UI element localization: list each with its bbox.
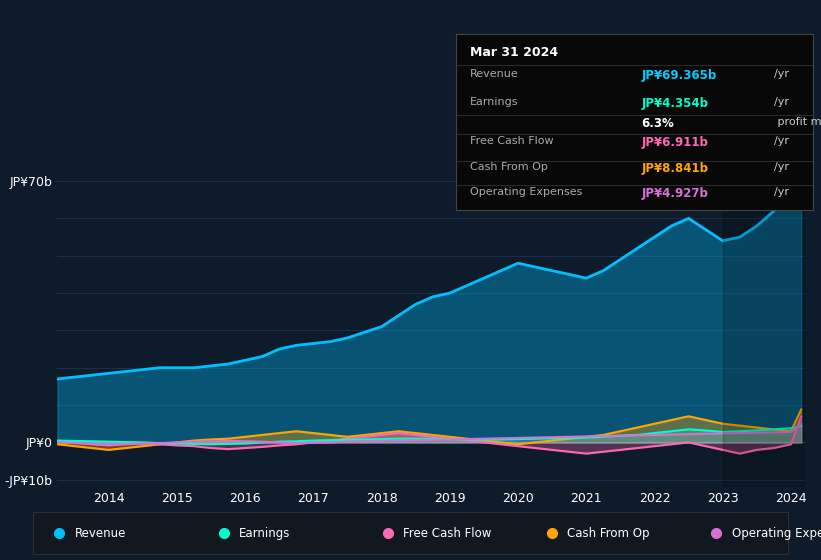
Text: JP¥4.354b: JP¥4.354b	[641, 97, 709, 110]
Text: JP¥4.927b: JP¥4.927b	[641, 187, 709, 200]
Text: Earnings: Earnings	[470, 97, 518, 107]
Text: Mar 31 2024: Mar 31 2024	[470, 46, 558, 59]
Text: /yr: /yr	[773, 162, 788, 172]
Text: /yr: /yr	[773, 136, 788, 146]
Text: /yr: /yr	[773, 187, 788, 197]
Text: Operating Expenses: Operating Expenses	[470, 187, 582, 197]
Text: JP¥6.911b: JP¥6.911b	[641, 136, 709, 149]
Text: Operating Expenses: Operating Expenses	[732, 527, 821, 540]
Text: Earnings: Earnings	[239, 527, 290, 540]
Bar	[722, 162, 805, 487]
Text: Cash From Op: Cash From Op	[567, 527, 649, 540]
Text: Revenue: Revenue	[75, 527, 126, 540]
Text: Free Cash Flow: Free Cash Flow	[403, 527, 491, 540]
Text: 6.3%: 6.3%	[641, 116, 674, 129]
Text: Cash From Op: Cash From Op	[470, 162, 548, 172]
Text: Free Cash Flow: Free Cash Flow	[470, 136, 553, 146]
Text: Revenue: Revenue	[470, 69, 519, 79]
Text: /yr: /yr	[773, 97, 788, 107]
Text: JP¥8.841b: JP¥8.841b	[641, 162, 709, 175]
Text: JP¥69.365b: JP¥69.365b	[641, 69, 717, 82]
Text: /yr: /yr	[773, 69, 788, 79]
Text: profit margin: profit margin	[773, 116, 821, 127]
